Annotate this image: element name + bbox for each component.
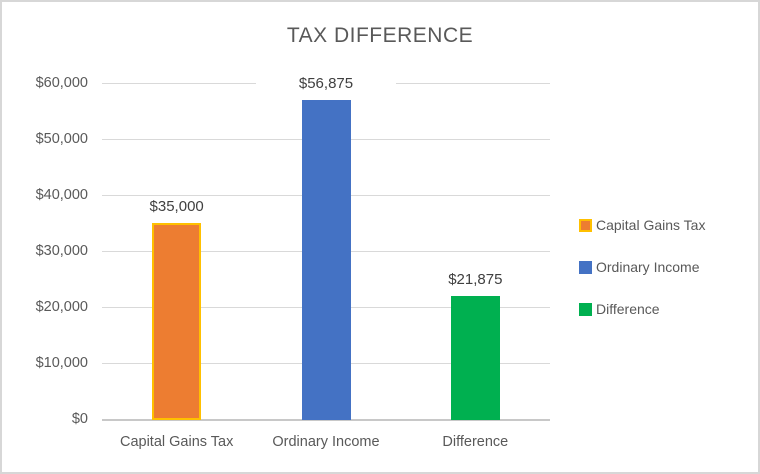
category-label: Ordinary Income [272,434,380,450]
legend-label: Ordinary Income [596,259,700,275]
y-axis-tick-label: $30,000 [35,242,88,259]
y-axis-tick-label: $10,000 [35,354,88,371]
y-axis-tick-label: $20,000 [35,298,88,315]
y-axis-tick-label: $0 [71,410,88,427]
legend-swatch-icon [579,302,592,316]
legend-entry-ordinary-income[interactable]: Ordinary Income [579,259,699,275]
data-label: $21,875 [405,270,546,289]
legend-entry-capital-gains-tax[interactable]: Capital Gains Tax [579,217,705,233]
bar-capital-gains-tax[interactable] [152,223,202,420]
data-label: $56,875 [256,74,396,93]
legend-swatch-icon [579,260,592,274]
legend-label: Capital Gains Tax [596,217,706,233]
y-axis-tick-label: $50,000 [35,130,88,147]
legend-label: Difference [596,301,660,317]
category-label: Difference [442,434,509,450]
y-axis-tick-label: $60,000 [35,74,88,91]
bar-difference[interactable] [450,296,500,420]
x-axis-line [102,419,550,421]
legend-swatch-icon [579,218,592,232]
category-label: Capital Gains Tax [119,434,234,450]
chart-title[interactable]: TAX DIFFERENCE [286,24,474,47]
y-axis-tick-label: $40,000 [35,186,88,203]
data-label: $35,000 [106,197,247,216]
legend-entry-difference[interactable]: Difference [579,301,660,317]
bar-ordinary-income[interactable] [301,100,351,420]
